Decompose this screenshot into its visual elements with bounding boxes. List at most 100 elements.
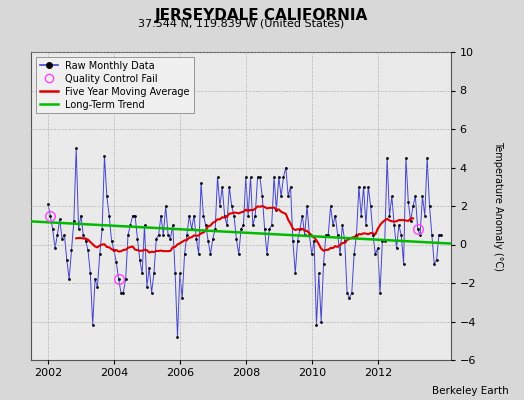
Point <box>385 212 394 219</box>
Point <box>333 232 342 238</box>
Point <box>190 212 198 219</box>
Point <box>204 238 212 244</box>
Point <box>374 245 382 252</box>
Point <box>413 226 422 232</box>
Point <box>355 184 363 190</box>
Point <box>326 203 335 209</box>
Point <box>388 193 396 200</box>
Point <box>421 212 429 219</box>
Point <box>62 257 71 263</box>
Point <box>246 174 255 180</box>
Point <box>119 290 127 296</box>
Point <box>140 222 149 228</box>
Point <box>70 218 78 225</box>
Point <box>103 193 111 200</box>
Point <box>110 247 118 254</box>
Point <box>432 257 441 263</box>
Y-axis label: Temperature Anomaly (°C): Temperature Anomaly (°C) <box>493 141 503 271</box>
Point <box>397 232 406 238</box>
Point <box>91 276 99 282</box>
Point <box>232 236 241 242</box>
Point <box>277 193 285 200</box>
Point <box>164 232 172 238</box>
Point <box>112 259 121 265</box>
Point <box>126 222 135 228</box>
Point <box>60 232 69 238</box>
Point <box>244 212 253 219</box>
Point <box>329 222 337 228</box>
Point <box>289 238 297 244</box>
Point <box>242 174 250 180</box>
Point <box>350 251 358 257</box>
Point <box>51 245 59 252</box>
Point <box>235 251 243 257</box>
Point <box>378 238 387 244</box>
Point <box>343 290 351 296</box>
Point <box>281 164 290 171</box>
Point <box>180 251 189 257</box>
Point <box>166 236 174 242</box>
Point <box>86 270 94 276</box>
Point <box>185 212 193 219</box>
Point <box>221 212 229 219</box>
Point <box>317 318 325 325</box>
Point <box>100 153 108 159</box>
Point <box>272 207 281 213</box>
Point <box>183 232 191 238</box>
Point <box>53 232 61 238</box>
Point <box>390 222 398 228</box>
Point <box>270 174 278 180</box>
Point <box>218 184 226 190</box>
Point <box>188 226 196 232</box>
Point <box>359 184 368 190</box>
Point <box>178 295 187 302</box>
Point <box>211 226 220 232</box>
Point <box>159 232 168 238</box>
Point <box>430 260 439 267</box>
Point <box>79 232 88 238</box>
Point <box>95 251 104 257</box>
Point <box>74 226 83 232</box>
Point <box>362 222 370 228</box>
Point <box>347 290 356 296</box>
Point <box>138 270 146 276</box>
Point <box>268 222 276 228</box>
Point <box>157 212 165 219</box>
Point <box>155 232 163 238</box>
Point <box>48 226 57 232</box>
Point <box>352 232 361 238</box>
Point <box>279 174 288 180</box>
Point <box>256 174 264 180</box>
Point <box>136 257 144 263</box>
Point <box>371 251 379 257</box>
Title: 37.544 N, 119.839 W (United States): 37.544 N, 119.839 W (United States) <box>138 19 344 29</box>
Point <box>194 251 203 257</box>
Point <box>331 212 340 219</box>
Point <box>298 212 307 219</box>
Point <box>308 251 316 257</box>
Point <box>98 226 106 232</box>
Point <box>107 238 116 244</box>
Point <box>93 284 102 290</box>
Point <box>173 334 182 340</box>
Point <box>275 174 283 180</box>
Point <box>423 155 431 161</box>
Point <box>369 232 377 238</box>
Point <box>437 232 445 238</box>
Point <box>197 180 205 186</box>
Point <box>227 203 236 209</box>
Point <box>322 232 330 238</box>
Point <box>260 226 269 232</box>
Point <box>265 226 274 232</box>
Point <box>77 212 85 219</box>
Point <box>199 212 208 219</box>
Point <box>237 226 245 232</box>
Point <box>105 212 113 219</box>
Point <box>284 193 292 200</box>
Point <box>81 238 90 244</box>
Point <box>293 238 302 244</box>
Point <box>145 264 154 271</box>
Point <box>249 222 257 228</box>
Point <box>409 203 417 209</box>
Point <box>376 290 384 296</box>
